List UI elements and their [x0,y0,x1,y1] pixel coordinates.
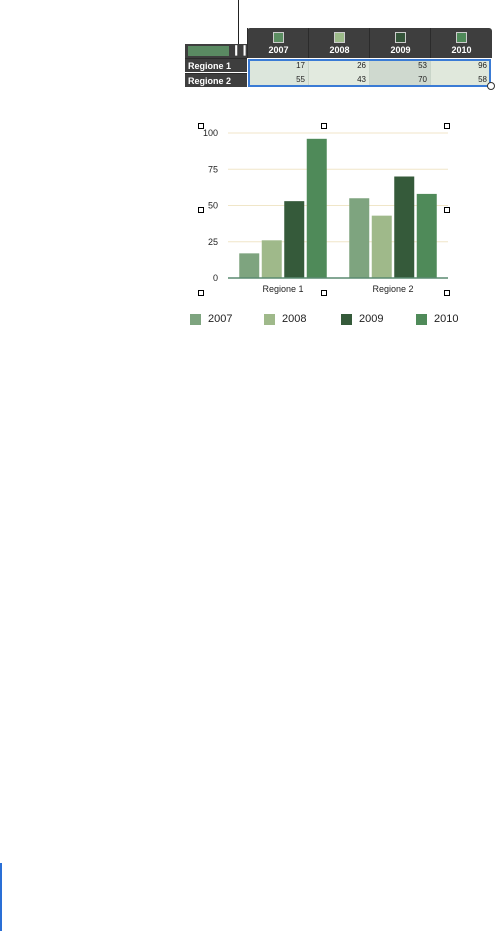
legend-item[interactable]: 2007 [190,311,232,327]
bar-2007-1 [349,198,370,278]
callout-line [238,0,239,44]
editor-corner: ❙❙ [185,44,249,58]
y-tick-label: 25 [208,237,218,247]
series-color-swatch[interactable] [456,32,467,43]
y-tick-label: 75 [208,164,218,174]
legend-label: 2008 [282,313,307,325]
selection-handle[interactable] [321,290,327,296]
selection-handle[interactable] [321,123,327,129]
bar-2007-0 [239,253,260,278]
column-header-2010[interactable]: 2010 [430,28,492,58]
data-cell[interactable]: 55 [248,73,309,87]
legend-item[interactable]: 2009 [341,311,383,327]
column-label: 2010 [451,45,472,55]
data-cell[interactable]: 26 [309,59,370,73]
bar-2009-0 [284,201,305,278]
row-header-regione-1[interactable]: Regione 1 [185,58,247,72]
column-label: 2008 [329,45,350,55]
bar-2010-0 [306,138,327,278]
data-cell[interactable]: 70 [370,73,431,87]
row-header-regione-2[interactable]: Regione 2 [185,73,247,87]
legend-label: 2009 [359,313,384,325]
legend-label: 2010 [434,313,459,325]
legend-swatch [264,313,275,325]
page-margin-marker [0,863,2,931]
legend-item[interactable]: 2008 [264,311,306,327]
corner-color-swatch[interactable] [188,46,229,56]
legend-swatch [341,313,352,325]
bar-2009-1 [394,176,415,278]
bar-2010-1 [416,193,437,278]
selection-handle[interactable] [198,207,204,213]
y-tick-label: 0 [213,273,218,283]
y-tick-label: 100 [203,128,218,138]
series-color-swatch[interactable] [395,32,406,43]
bar-2008-0 [261,240,282,278]
data-cell[interactable]: 43 [309,73,370,87]
bar-chart-icon[interactable]: ❙❙ [232,45,249,56]
legend-swatch [190,313,201,325]
selection-handle[interactable] [444,207,450,213]
column-header-2009[interactable]: 2009 [369,28,431,58]
x-tick-label: Regione 1 [262,284,303,294]
column-header-2007[interactable]: 2007 [247,28,309,58]
series-color-swatch[interactable] [273,32,284,43]
selection-handle[interactable] [444,290,450,296]
column-header-2008[interactable]: 2008 [308,28,370,58]
legend-swatch [416,313,427,325]
selection-handle[interactable] [198,123,204,129]
x-tick-label: Regione 2 [372,284,413,294]
column-label: 2009 [390,45,411,55]
selection-handle[interactable] [198,290,204,296]
series-color-swatch[interactable] [334,32,345,43]
data-cell[interactable]: 53 [370,59,431,73]
chart-legend: 2007 2008 2009 2010 [190,311,490,327]
selection-handle[interactable] [444,123,450,129]
data-cell[interactable]: 17 [248,59,309,73]
bar-2008-1 [371,215,392,278]
legend-label: 2007 [208,313,233,325]
legend-item[interactable]: 2010 [416,311,458,327]
column-label: 2007 [268,45,289,55]
y-tick-label: 50 [208,201,218,211]
